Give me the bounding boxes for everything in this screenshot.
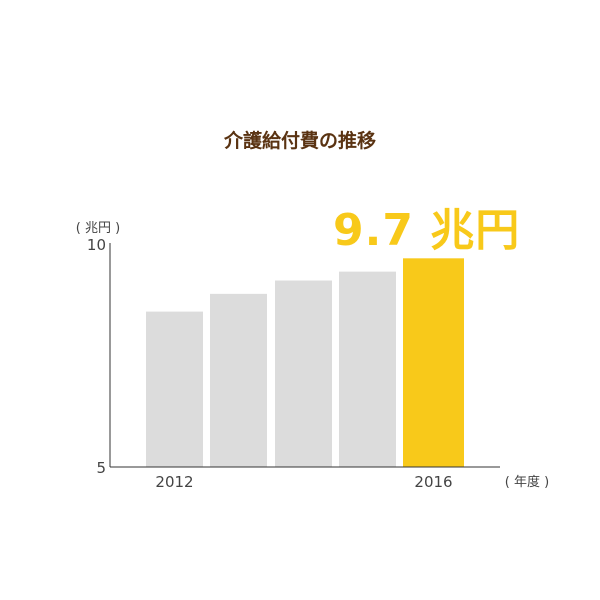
x-tick-label-2012: 2012 bbox=[155, 473, 193, 491]
chart-title: 介護給付費の推移 bbox=[223, 130, 376, 152]
y-tick-label-10: 10 bbox=[87, 236, 106, 254]
bar-2015 bbox=[339, 271, 396, 467]
y-tick-label-5: 5 bbox=[96, 459, 106, 477]
bar-2012 bbox=[146, 311, 203, 467]
highlight-value-label: 9.7 兆円 bbox=[333, 205, 521, 256]
x-tick-label-2016: 2016 bbox=[414, 473, 452, 491]
bar-2014 bbox=[275, 280, 332, 467]
bar-2013 bbox=[210, 293, 267, 467]
bar-2016 bbox=[403, 258, 464, 467]
y-axis-label: ( 兆円 ) bbox=[76, 221, 120, 236]
x-axis-label: ( 年度 ) bbox=[505, 474, 549, 490]
